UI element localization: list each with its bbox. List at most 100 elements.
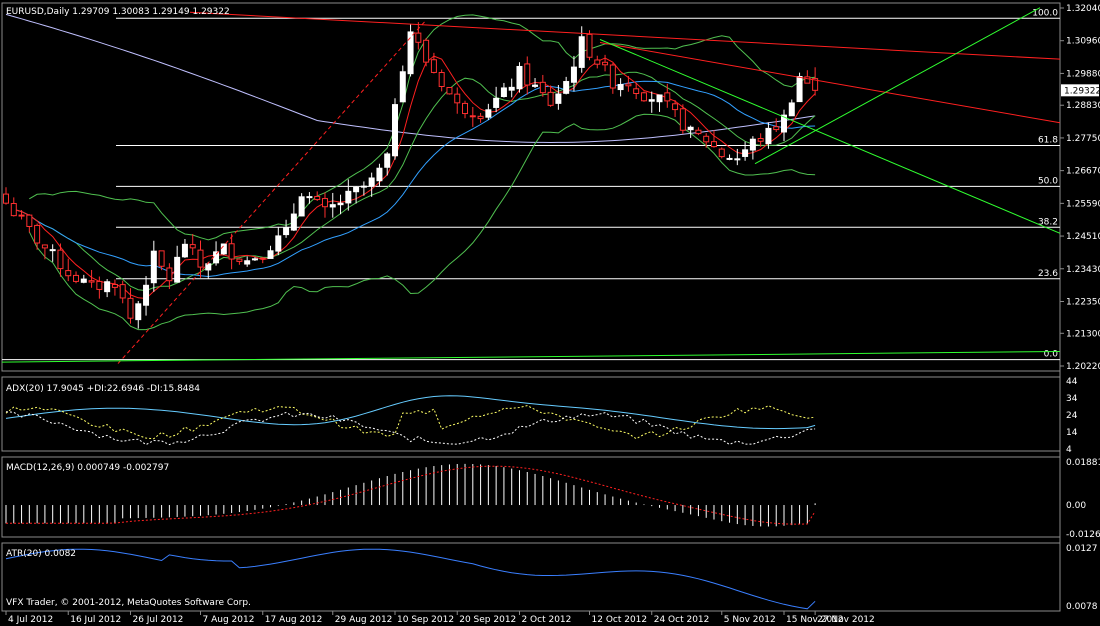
candle-body	[430, 59, 437, 73]
macd-signal-line	[6, 465, 816, 525]
price-tick-label: 1.21300	[1066, 329, 1100, 339]
candle-body	[360, 185, 367, 188]
candle-body	[648, 99, 655, 102]
candle-body	[415, 32, 422, 43]
time-tick-label: 24 Oct 2012	[654, 615, 710, 625]
candle-body	[508, 86, 515, 91]
candle-body	[796, 76, 803, 103]
candle-body	[88, 280, 95, 283]
time-tick-label: 2 Oct 2012	[521, 615, 571, 625]
candle-body	[392, 104, 398, 157]
candle-body	[640, 92, 647, 102]
candle-body	[454, 93, 461, 104]
atr-tick-label: 0.0127	[1066, 544, 1098, 554]
candle-body	[594, 59, 601, 65]
candle-body	[555, 93, 562, 104]
fib-label: 23.6	[1038, 269, 1058, 279]
candle-body	[679, 108, 686, 131]
candles[interactable]	[3, 22, 819, 329]
candle-body	[384, 153, 391, 168]
candle-body	[524, 63, 531, 86]
current-price-label: 1.29322	[1064, 86, 1100, 96]
candle-body	[104, 281, 111, 293]
candle-body	[189, 244, 196, 249]
candle-body	[423, 39, 430, 63]
fib-label: 38.2	[1038, 217, 1058, 227]
time-tick-label: 5 Nov 2012	[724, 615, 776, 625]
candle-body	[742, 149, 749, 157]
price-tick-label: 1.24510	[1066, 232, 1100, 242]
fibonacci-levels: 100.0 61.8 50.0 38.2 23.6 0.0	[2, 8, 1060, 361]
candle-body	[166, 267, 173, 282]
time-tick-label: 7 Aug 2012	[203, 615, 255, 625]
candle-body	[734, 158, 741, 161]
candle-body	[290, 213, 297, 231]
candle-body	[244, 260, 251, 265]
candle-body	[236, 258, 243, 262]
candle-body	[213, 251, 220, 264]
candle-body	[345, 190, 352, 204]
candle-body	[532, 84, 539, 87]
candle-body	[228, 243, 235, 260]
adx-indicator: 44 34 24 14 4	[5, 377, 1078, 455]
green-base-line	[1, 350, 1061, 363]
candle-body	[251, 258, 258, 261]
ma-slow-line	[5, 13, 816, 144]
candle-body	[329, 204, 336, 208]
atr-indicator: 0.0127 0.0078	[5, 544, 1098, 612]
candle-body	[477, 115, 484, 120]
candle-body	[586, 33, 593, 58]
candle-body	[781, 114, 787, 133]
time-tick-label: 27 Nov 2012	[817, 615, 875, 625]
candle-body	[267, 250, 274, 259]
candle-body	[314, 195, 321, 201]
time-tick-label: 12 Oct 2012	[592, 615, 648, 625]
macd-tick-label: 0.018819	[1066, 458, 1100, 468]
candle-body	[687, 126, 694, 131]
candle-body	[602, 61, 609, 66]
adx-tick-label: 14	[1066, 428, 1078, 438]
candle-body	[80, 278, 87, 283]
moving-averages	[5, 13, 816, 331]
candle-body	[150, 250, 157, 284]
atr-title: ATR(20) 0.0082	[6, 549, 76, 559]
price-tick-label: 1.22350	[1066, 297, 1100, 307]
candle-body	[321, 198, 328, 208]
time-tick-label: 20 Sep 2012	[459, 615, 516, 625]
candle-body	[672, 103, 679, 111]
time-tick-label: 17 Aug 2012	[265, 615, 323, 625]
time-tick-label: 15 Nov 2012	[786, 615, 844, 625]
candle-body	[143, 284, 150, 306]
macd-title: MACD(12,26,9) 0.000749 -0.002797	[6, 463, 169, 473]
atr-line	[5, 548, 816, 610]
price-tick-label: 1.32040	[1066, 4, 1100, 14]
fib-label: 61.8	[1038, 136, 1058, 146]
green-trend-line-up	[754, 7, 1041, 165]
candle-body	[446, 87, 453, 95]
candle-body	[469, 115, 476, 118]
candle-body	[570, 66, 577, 83]
candle-body	[376, 167, 383, 182]
trend-lines[interactable]	[1, 7, 1061, 364]
adx-title: ADX(20) 17.9045 +DI:22.6946 -DI:15.8484	[6, 384, 200, 394]
macd-indicator: 0.018819 0.00 -0.012665	[5, 458, 1100, 540]
time-axis: 4 Jul 2012 16 Jul 2012 26 Jul 2012 7 Aug 20…	[5, 611, 875, 625]
candle-body	[3, 193, 9, 204]
time-tick-label: 10 Sep 2012	[397, 615, 454, 625]
macd-tick-label: -0.012665	[1066, 530, 1100, 540]
candle-body	[259, 257, 266, 260]
candle-body	[749, 138, 756, 151]
adx-tick-label: 24	[1066, 411, 1078, 421]
macd-tick-label: 0.00	[1066, 501, 1086, 511]
adx-tick-label: 44	[1066, 377, 1078, 387]
adx-tick-label: 34	[1066, 394, 1078, 404]
symbol-header: EURUSD,Daily 1.29709 1.30083 1.29149 1.2…	[6, 7, 230, 17]
candle-body	[664, 92, 671, 102]
candle-body	[119, 284, 126, 299]
candle-body	[812, 78, 819, 91]
time-tick-label: 16 Jul 2012	[70, 615, 121, 625]
candle-body	[10, 203, 17, 217]
candle-body	[788, 102, 795, 117]
candle-body	[111, 283, 118, 288]
